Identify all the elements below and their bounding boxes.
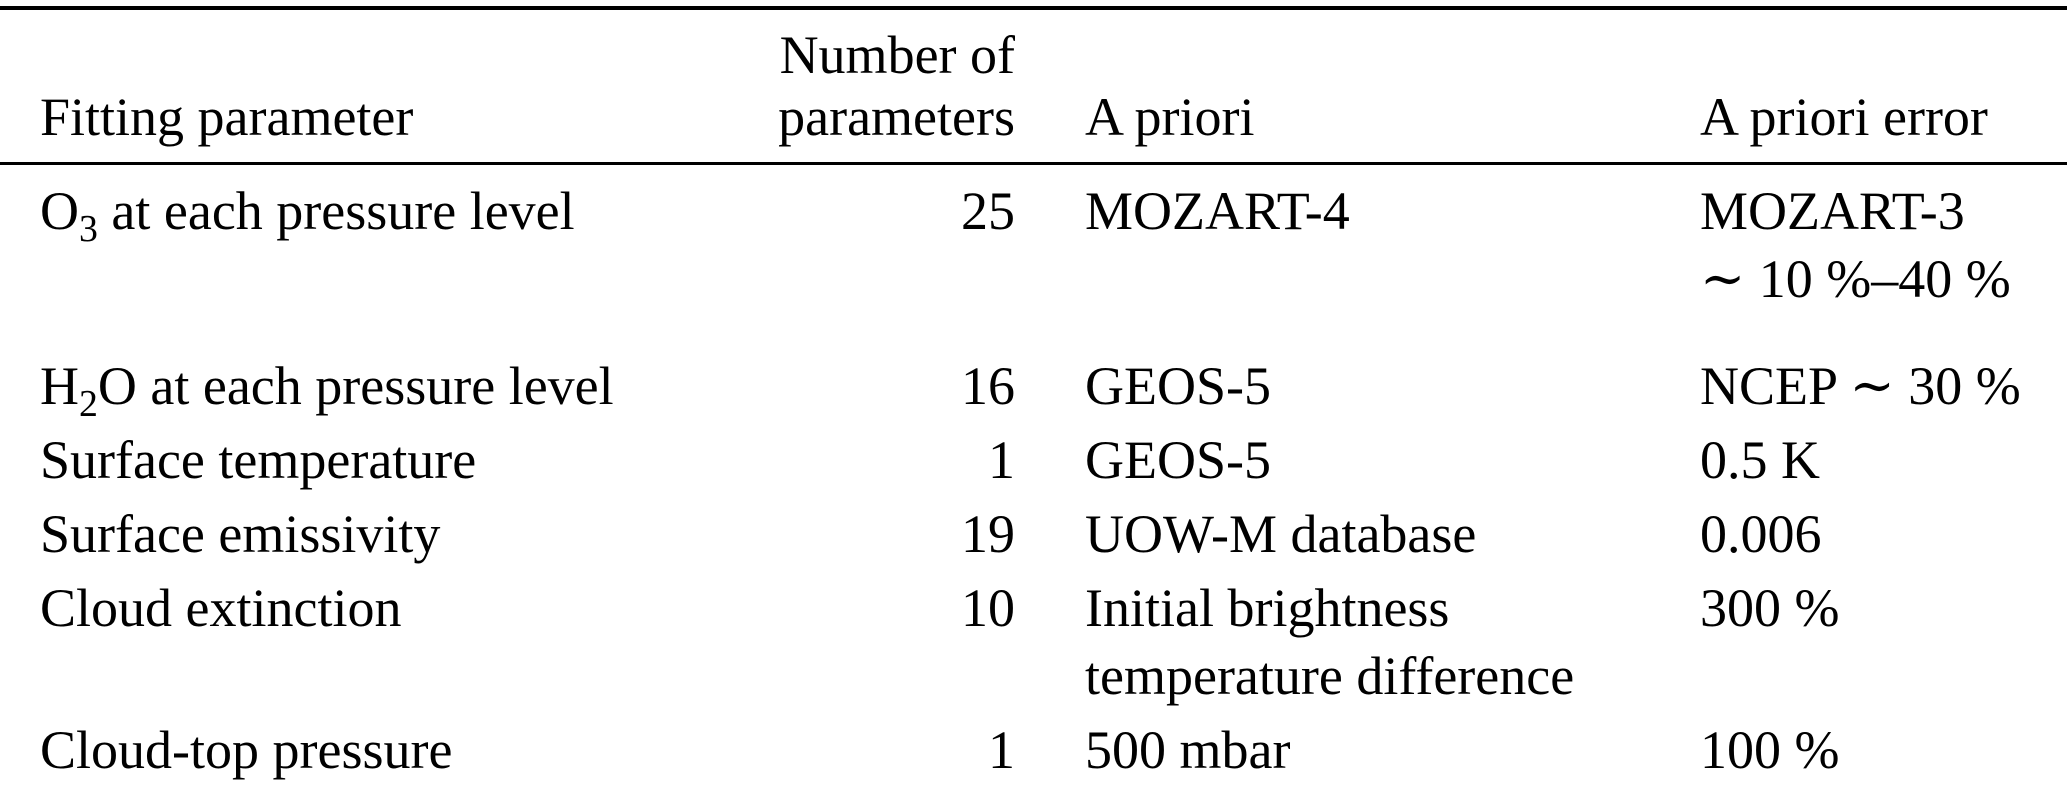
header-number-of-parameters: Number of parameters bbox=[700, 8, 1015, 165]
cell-fitting-parameter: Cloud-top pressure bbox=[0, 713, 700, 798]
table-header-row: Fitting parameter Number of parameters A… bbox=[0, 8, 2067, 165]
table-row-cloud-extinction: Cloud extinction 10 Initial brightness t… bbox=[0, 571, 2067, 713]
fitting-parameter-rest: O at each pressure level bbox=[97, 356, 614, 416]
header-a-priori-error: A priori error bbox=[1630, 8, 2067, 165]
fitting-parameter-text: H bbox=[40, 356, 79, 416]
cell-number-of-parameters: 10 bbox=[961, 578, 1015, 638]
header-a-priori: A priori bbox=[1015, 8, 1630, 165]
a-priori-error-line: ∼ 10 %–40 % bbox=[1700, 249, 2011, 309]
cell-fitting-parameter: Surface emissivity bbox=[0, 497, 700, 571]
cell-a-priori-error: NCEP ∼ 30 % bbox=[1630, 349, 2067, 423]
cell-a-priori-error: 100 % bbox=[1630, 713, 2067, 798]
header-fitting-parameter: Fitting parameter bbox=[0, 8, 700, 165]
table-row-surface-temperature: Surface temperature 1 GEOS-5 0.5 K bbox=[0, 423, 2067, 497]
fitting-parameter-text: Surface emissivity bbox=[40, 504, 441, 564]
cell-number-of-parameters: 25 bbox=[961, 181, 1015, 241]
cell-a-priori: GEOS-5 bbox=[1015, 349, 1630, 423]
a-priori-line: GEOS-5 bbox=[1085, 356, 1271, 416]
table-body: O3 at each pressure level 25 MOZART-4 MO… bbox=[0, 164, 2067, 798]
a-priori-error-line: 300 % bbox=[1700, 578, 1840, 638]
header-number-of-line2: parameters bbox=[778, 87, 1015, 147]
table-header: Fitting parameter Number of parameters A… bbox=[0, 8, 2067, 165]
cell-number-of-parameters: 19 bbox=[961, 504, 1015, 564]
table-row-cloud-top-pressure: Cloud-top pressure 1 500 mbar 100 % bbox=[0, 713, 2067, 798]
fitting-parameter-subscript: 3 bbox=[79, 207, 98, 250]
a-priori-line: Initial brightness bbox=[1085, 578, 1450, 638]
cell-a-priori-error: MOZART-3 ∼ 10 %–40 % bbox=[1630, 164, 2067, 350]
a-priori-line: MOZART-4 bbox=[1085, 181, 1350, 241]
fitting-parameter-text: Cloud-top pressure bbox=[40, 720, 453, 780]
a-priori-error-line: 0.006 bbox=[1700, 504, 1822, 564]
cell-number-of-parameters: 16 bbox=[961, 356, 1015, 416]
fitting-parameter-rest: at each pressure level bbox=[97, 181, 575, 241]
header-number-of-line1: Number of bbox=[779, 25, 1015, 85]
cell-a-priori: Initial brightness temperature differenc… bbox=[1015, 571, 1630, 713]
a-priori-line: temperature difference bbox=[1085, 646, 1575, 706]
cell-fitting-parameter: Surface temperature bbox=[0, 423, 700, 497]
cell-number-of-parameters: 1 bbox=[988, 720, 1015, 780]
cell-a-priori-error: 300 % bbox=[1630, 571, 2067, 713]
a-priori-line: GEOS-5 bbox=[1085, 430, 1271, 490]
cell-fitting-parameter: H2O at each pressure level bbox=[0, 349, 700, 423]
table-row-h2o: H2O at each pressure level 16 GEOS-5 NCE… bbox=[0, 349, 2067, 423]
cell-fitting-parameter: Cloud extinction bbox=[0, 571, 700, 713]
a-priori-error-line: MOZART-3 bbox=[1700, 181, 1965, 241]
fitting-parameter-text: Surface temperature bbox=[40, 430, 477, 490]
a-priori-error-line: 100 % bbox=[1700, 720, 1840, 780]
fitting-parameters-table: Fitting parameter Number of parameters A… bbox=[0, 6, 2067, 798]
a-priori-line: 500 mbar bbox=[1085, 720, 1291, 780]
table-row-surface-emissivity: Surface emissivity 19 UOW-M database 0.0… bbox=[0, 497, 2067, 571]
fitting-parameter-text: Cloud extinction bbox=[40, 578, 402, 638]
cell-a-priori: UOW-M database bbox=[1015, 497, 1630, 571]
cell-a-priori: GEOS-5 bbox=[1015, 423, 1630, 497]
a-priori-line: UOW-M database bbox=[1085, 504, 1477, 564]
cell-number-of-parameters: 1 bbox=[988, 430, 1015, 490]
fitting-parameter-text: O bbox=[40, 181, 79, 241]
table-row-o3: O3 at each pressure level 25 MOZART-4 MO… bbox=[0, 164, 2067, 350]
cell-a-priori: 500 mbar bbox=[1015, 713, 1630, 798]
a-priori-error-line: NCEP ∼ 30 % bbox=[1700, 356, 2021, 416]
a-priori-error-line: 0.5 K bbox=[1700, 430, 1820, 490]
cell-a-priori-error: 0.006 bbox=[1630, 497, 2067, 571]
cell-a-priori-error: 0.5 K bbox=[1630, 423, 2067, 497]
fitting-parameter-subscript: 2 bbox=[79, 382, 98, 425]
cell-fitting-parameter: O3 at each pressure level bbox=[0, 164, 700, 350]
cell-a-priori: MOZART-4 bbox=[1015, 164, 1630, 350]
